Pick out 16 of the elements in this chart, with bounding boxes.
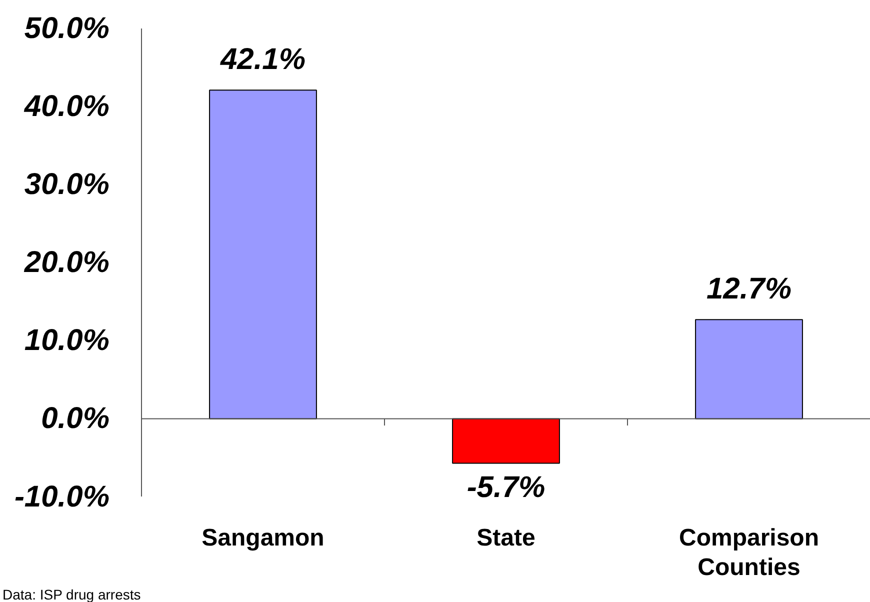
y-tick-label: 10.0% [24,324,110,358]
x-tick-label: Sangamon [202,524,324,552]
data-label: -5.7% [466,471,546,504]
x-tick-label: Comparison Counties [678,524,820,582]
bar [695,319,803,420]
y-tick-label: 30.0% [24,168,110,202]
y-tick-label: 40.0% [23,90,110,124]
y-tick-label: 50.0% [24,12,110,45]
y-tick-label: -10.0% [14,480,110,514]
x-tick-label: State [476,524,536,552]
data-label: 42.1% [219,43,306,76]
y-tick-label: 20.0% [23,246,110,280]
bar [452,418,560,464]
bar [209,90,317,420]
y-tick-label: 0.0% [41,402,110,436]
data-label: 12.7% [706,272,792,306]
